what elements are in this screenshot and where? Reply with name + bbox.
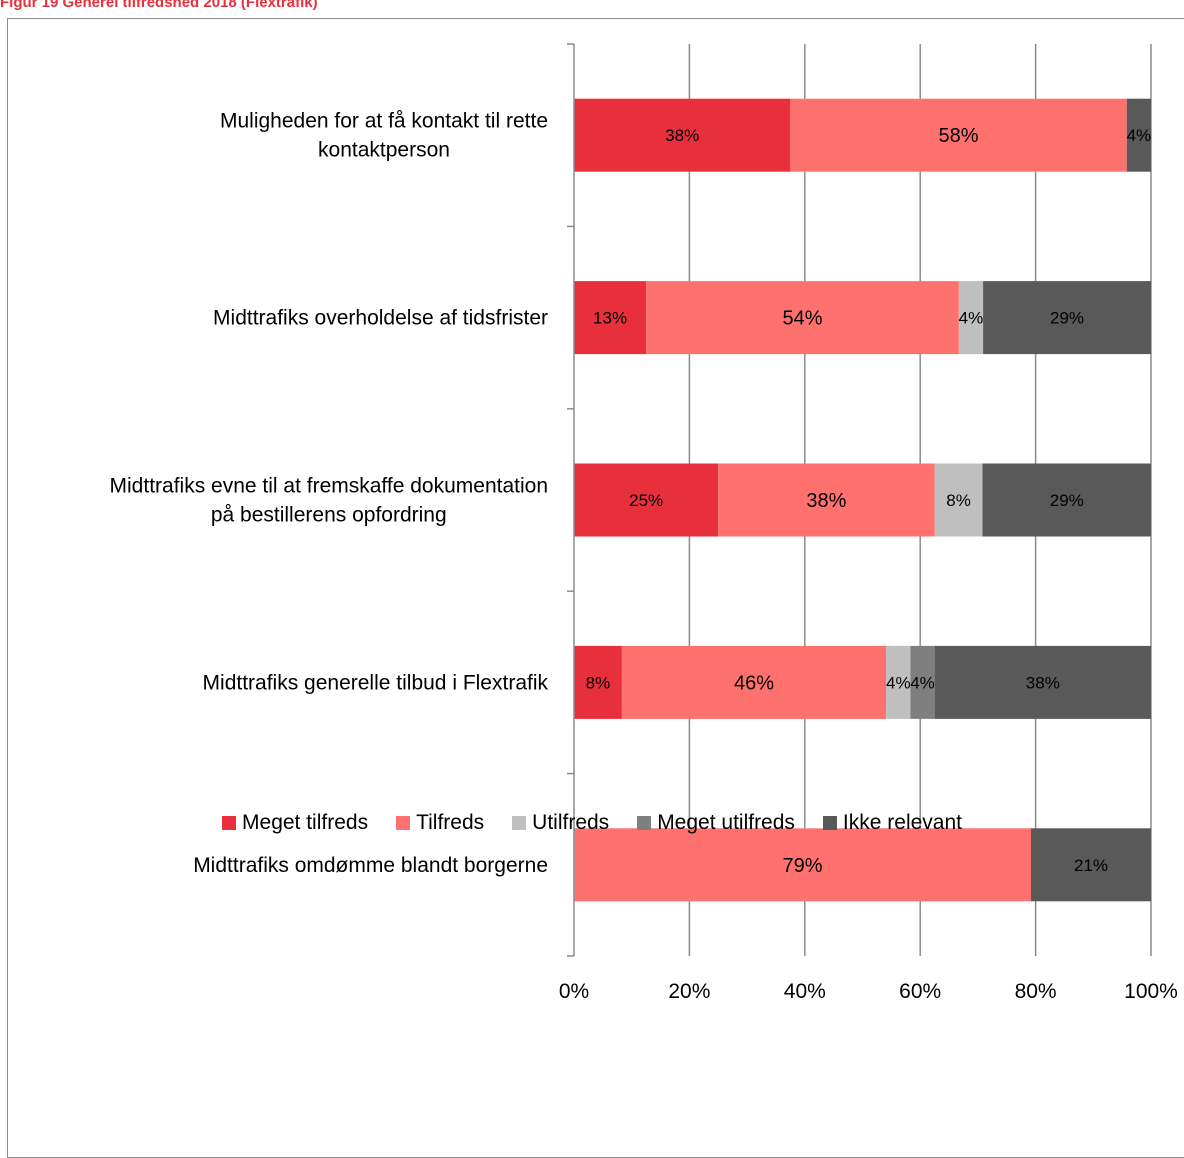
legend-item: Tilfreds [396,811,484,835]
bar-segment [886,645,911,719]
chart-frame [7,18,1184,1158]
data-label: 29% [1050,491,1084,510]
legend-label: Ikke relevant [842,811,962,834]
data-label: 8% [946,491,971,510]
bar-segment [983,281,1151,355]
category-label: Midttrafiks generelle tilbud i Flextrafi… [203,671,549,694]
data-label: 21% [1074,856,1108,875]
bar-segment [1030,828,1151,902]
bar-segment [574,645,622,719]
data-label: 38% [1026,673,1060,692]
data-label: 4% [959,309,984,328]
bar-segment [646,281,959,355]
x-tick-label: 100% [1124,980,1178,1003]
bar-segment [790,98,1127,172]
category-label: på bestillerens opfordring [211,504,447,527]
bar-segment [1126,98,1151,172]
category-label: Muligheden for at få kontakt til rette [220,110,548,133]
data-label: 4% [1127,126,1152,145]
legend: Meget tilfreds Tilfreds Utilfreds Meget uti… [0,808,1184,838]
legend-item: Meget utilfreds [637,811,795,835]
category-labels: Muligheden for at få kontakt til rette ko… [110,110,549,877]
data-label: 13% [593,309,627,328]
category-axis [567,43,575,957]
bar-segment [934,463,983,537]
x-tick-label: 80% [1015,980,1057,1003]
bar-segment [910,645,935,719]
bar-segment [621,645,887,719]
legend-swatch [822,816,837,830]
bar-segment [982,463,1151,537]
data-label: 38% [665,126,699,145]
figure-title: Figur 19 Generel tilfredshed 2018 (Flext… [0,0,318,11]
data-label: 4% [886,673,911,692]
data-label: 25% [629,491,663,510]
bar-segments [574,98,1151,902]
category-label: kontaktperson [318,139,450,162]
data-label: 54% [782,308,822,330]
data-label: 8% [586,673,611,692]
data-label: 29% [1050,309,1084,328]
legend-label: Meget utilfreds [657,811,795,834]
category-label: Midttrafiks overholdelse af tidsfrister [213,307,548,330]
legend-swatch [396,816,411,830]
category-label: Midttrafiks evne til at fremskaffe dokum… [110,475,548,498]
data-labels: 38% 58% 4%13% 54% 4% 29%25% 38% 8% 29%8% 46% 4% 4% 3… [586,125,1152,877]
data-label: 4% [910,673,935,692]
legend-label: Tilfreds [416,811,485,834]
bar-segment [958,281,984,355]
legend-label: Utilfreds [532,811,610,834]
bar-segment [574,98,791,172]
x-tick-label: 20% [668,980,710,1003]
legend-label: Meget tilfreds [242,811,369,834]
x-tick-label: 40% [784,980,826,1003]
bar-segment [574,828,1031,902]
x-tick-label: 60% [899,980,941,1003]
category-label: Midttrafiks omdømme blandt borgerne [193,854,548,877]
legend-item: Meget tilfreds [222,811,368,835]
x-tick-labels: 0% 20% 40% 60% 80% 100% [559,980,1178,1003]
x-tick-label: 0% [559,980,589,1003]
legend-swatch [222,816,237,830]
bar-segment [574,281,647,355]
data-label: 58% [939,125,979,147]
legend-swatch [637,816,652,830]
data-label: 79% [782,855,822,877]
bar-segment [574,463,719,537]
legend-swatch [512,816,527,830]
bar-segment [718,463,935,537]
data-label: 38% [806,490,846,512]
legend-item: Ikke relevant [822,811,962,835]
data-label: 46% [734,672,774,694]
bar-segment [934,645,1151,719]
legend-item: Utilfreds [512,811,609,835]
